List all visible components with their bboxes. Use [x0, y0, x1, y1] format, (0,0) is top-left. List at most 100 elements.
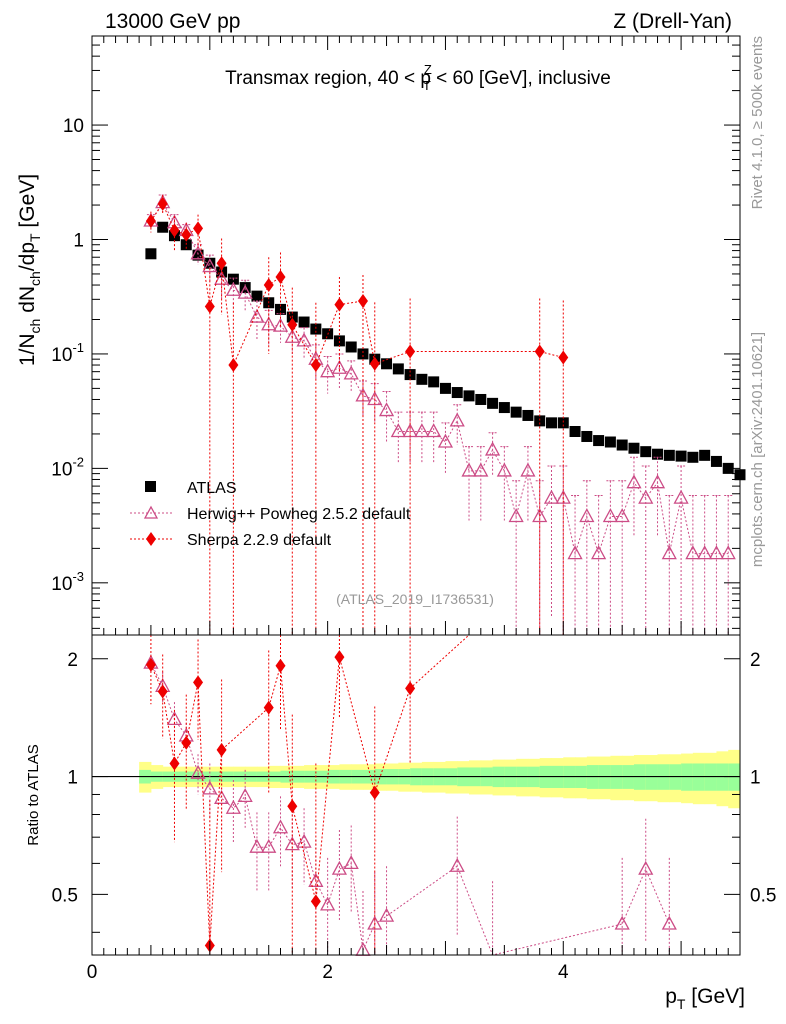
ratio-herwig-point	[261, 838, 277, 853]
ratio-sherpa-point	[169, 756, 180, 771]
analysis-watermark: (ATLAS_2019_I1736531)	[336, 591, 494, 607]
sherpa-point	[534, 344, 545, 359]
ratio-herwig-point	[190, 764, 206, 779]
atlas-point	[310, 323, 322, 335]
herwig-point	[543, 489, 560, 504]
herwig-point	[473, 462, 489, 477]
sherpa-point	[169, 223, 180, 238]
atlas-point	[498, 402, 510, 414]
herwig-point	[449, 412, 465, 427]
ratio-sherpa-point	[369, 785, 380, 800]
legend-sherpa-marker	[146, 532, 156, 546]
atlas-point	[416, 373, 428, 385]
sherpa-point	[181, 227, 192, 242]
atlas-point	[439, 382, 451, 394]
sherpa-point	[204, 299, 215, 314]
y-tick-label: 10-2	[51, 454, 84, 480]
ratio-herwig-point	[343, 855, 359, 870]
herwig-point	[673, 489, 689, 504]
ratio-herwig-point	[272, 819, 289, 834]
herwig-point	[649, 474, 666, 489]
atlas-point	[569, 426, 581, 438]
ratio-plot-frame	[91, 634, 741, 956]
atlas-point	[451, 387, 463, 399]
herwig-point	[685, 545, 701, 560]
atlas-point	[392, 363, 404, 375]
herwig-point	[320, 363, 336, 378]
herwig-point	[579, 508, 595, 523]
x-tick-label: 0	[87, 962, 98, 983]
legend-atlas-marker	[145, 481, 156, 492]
ratio-herwig-point	[331, 860, 348, 875]
herwig-point	[461, 462, 477, 477]
ratio-sherpa-point	[216, 742, 227, 757]
ratio-tick-label: 0.5	[52, 885, 78, 906]
ratio-tick-label-right: 1	[750, 768, 761, 789]
atlas-point	[628, 442, 640, 454]
ratio-herwig-point	[449, 857, 465, 872]
sherpa-point	[157, 196, 168, 211]
atlas-point	[333, 335, 345, 347]
atlas-point	[675, 450, 687, 462]
rivet-version-label: Rivet 4.1.0, ≥ 500k events	[749, 36, 766, 209]
herwig-point	[508, 508, 524, 523]
herwig-point	[614, 508, 630, 523]
herwig-point	[249, 308, 265, 323]
ratio-sherpa-point	[157, 684, 168, 699]
ratio-herwig-point	[661, 915, 677, 930]
ratio-plot-panel	[91, 634, 741, 956]
atlas-point	[545, 417, 557, 429]
herwig-point	[626, 474, 642, 489]
main-y-axis-title: 1/Nch dNch/dpT [GeV]	[16, 174, 43, 366]
atlas-point	[604, 436, 616, 448]
y-tick-label: 1	[73, 230, 84, 251]
ratio-herwig-point	[367, 915, 383, 930]
atlas-point	[428, 376, 440, 388]
herwig-point	[414, 423, 430, 438]
herwig-point	[708, 545, 725, 560]
sherpa-point	[145, 214, 156, 229]
herwig-point	[602, 508, 618, 523]
legend-herwig-label: Herwig++ Powheg 2.5.2 default	[187, 506, 411, 523]
atlas-point	[145, 248, 157, 260]
mcplots-source-label: mcplots.cern.ch [arXiv:2401.10621]	[749, 332, 766, 567]
sherpa-point	[310, 358, 321, 373]
atlas-point	[699, 449, 711, 461]
herwig-point	[661, 545, 677, 560]
herwig-point	[437, 433, 454, 448]
herwig-point	[272, 317, 289, 332]
atlas-point	[475, 393, 487, 405]
atlas-point	[251, 290, 263, 302]
atlas-point	[581, 430, 593, 442]
y-tick-label: 10-1	[51, 340, 84, 366]
atlas-point	[640, 446, 652, 458]
ratio-herwig-point	[320, 896, 336, 911]
ratio-herwig-point	[296, 833, 312, 848]
herwig-point	[567, 545, 583, 560]
ratio-sherpa-point	[287, 799, 298, 814]
sherpa-point	[369, 356, 380, 371]
sherpa-point	[193, 221, 204, 236]
sherpa-point	[216, 256, 227, 271]
x-tick-label: 4	[558, 962, 569, 983]
ratio-sherpa-point	[181, 735, 192, 750]
ratio-herwig-point	[166, 711, 183, 726]
ratio-tick-label-right: 2	[750, 650, 761, 671]
sherpa-point	[275, 270, 286, 285]
sherpa-point	[228, 358, 239, 373]
herwig-point	[284, 328, 300, 343]
atlas-point	[534, 415, 546, 427]
ratio-herwig-point	[237, 788, 253, 803]
ratio-herwig-point	[284, 836, 300, 851]
ratio-sherpa-point	[405, 681, 416, 696]
ratio-sherpa-point	[145, 657, 156, 672]
main-plot-panel: Transmax region, 40 < pZ T < 60 [GeV], in…	[91, 35, 746, 636]
x-axis-title: pT [GeV]	[665, 985, 745, 1012]
legend-herwig-marker	[143, 505, 159, 519]
atlas-point	[687, 451, 699, 463]
header-process-label: Z (Drell-Yan)	[613, 10, 732, 33]
atlas-point	[652, 448, 664, 460]
y-tick-label: 10-3	[51, 569, 84, 595]
ratio-tick-label-right: 0.5	[750, 885, 776, 906]
